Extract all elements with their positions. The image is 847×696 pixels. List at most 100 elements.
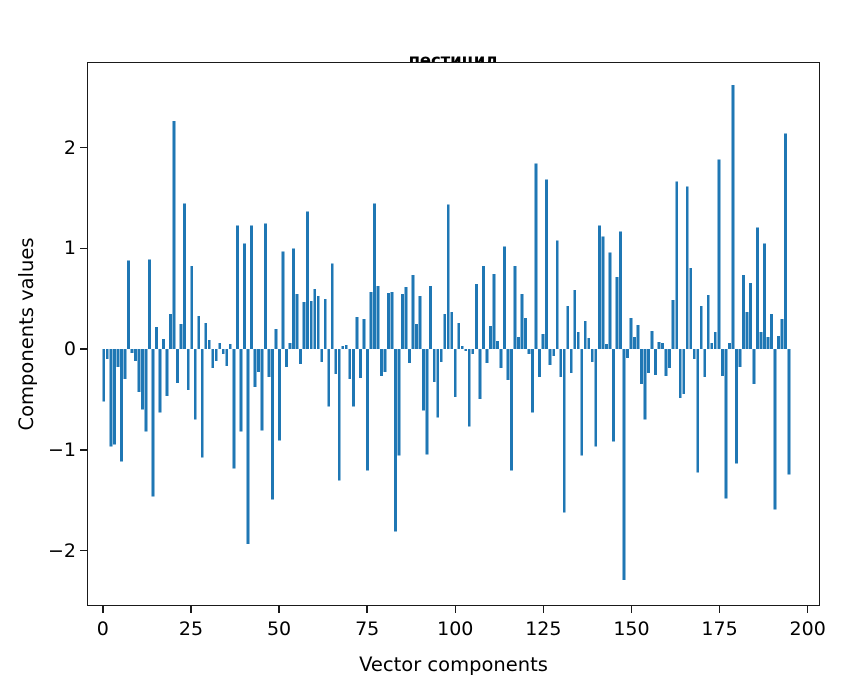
bar [608,252,612,350]
bar [713,331,717,350]
bar [780,318,784,350]
x-tick-label: 125 [525,618,562,640]
bar [281,251,285,350]
bar [355,316,359,350]
bar [773,349,777,510]
bar [425,349,429,455]
bar [137,349,141,393]
bar [214,349,218,362]
bar [123,349,127,380]
bar [534,163,538,350]
bar [485,349,489,364]
bar [397,349,401,456]
bar [327,349,331,407]
bar [566,305,570,350]
bar [105,349,109,360]
bar [387,292,390,350]
bar [583,320,587,350]
y-tick-label: −2 [47,539,76,562]
bar [654,349,657,376]
bar [436,349,440,418]
y-tick-label: 1 [63,237,76,260]
bar [341,346,345,350]
bar [337,349,341,481]
bar [657,342,661,350]
bar [239,349,243,432]
bar [499,349,503,369]
bar [225,349,229,367]
bar [661,343,665,350]
bar [351,349,355,407]
x-tick-mark [542,605,545,613]
bar [130,349,134,354]
x-tick-mark [278,605,280,613]
bar [102,349,106,402]
bar [703,349,707,378]
bar [555,240,559,350]
bar [200,349,204,458]
bar [235,225,239,350]
bar [647,349,650,374]
bar [531,349,534,413]
bar [179,323,183,350]
x-tick-mark [366,605,368,613]
y-tick-label: 0 [63,338,76,361]
bar [678,349,682,399]
bar [292,248,296,350]
bar [183,203,187,350]
bar-series-canvas [102,85,791,580]
bar [513,265,517,350]
x-tick-label: 50 [266,618,292,640]
bar [443,313,447,350]
bar [127,260,130,350]
bar [253,349,257,388]
bar [204,322,208,350]
bar [116,349,120,368]
bar [320,349,324,363]
y-tick-mark [80,348,87,350]
bar [520,293,524,350]
bar [271,349,274,500]
bar [756,227,759,350]
bar [446,204,450,350]
bar [488,325,492,350]
x-tick-mark [454,605,456,613]
bar [517,337,520,350]
bar [784,133,788,350]
bar [759,331,763,350]
bar [404,286,408,350]
bar [141,349,144,410]
bar [302,301,306,350]
x-axis-label: Vector components [359,653,548,676]
bar [211,349,215,369]
bar [545,179,549,350]
bar [373,203,376,350]
bar [636,324,640,350]
bar [250,225,253,350]
bar [151,349,155,497]
bar [640,349,643,385]
bar [246,349,250,544]
bar [541,334,545,350]
bar [429,285,433,350]
bar [478,349,482,400]
bar [418,295,422,350]
bar [464,349,468,352]
bar [158,349,162,413]
y-tick-label: −1 [47,438,76,461]
bar [218,343,222,350]
bar [696,349,700,473]
bar [675,181,679,350]
bar [471,349,475,355]
bar [330,263,334,350]
bar [763,243,766,350]
bar [573,289,577,350]
bar [439,349,443,363]
bar [148,259,151,350]
bar [415,323,419,350]
bar [506,349,510,381]
bar [299,349,303,365]
bar [629,317,633,350]
x-tick-label: 25 [178,618,204,640]
